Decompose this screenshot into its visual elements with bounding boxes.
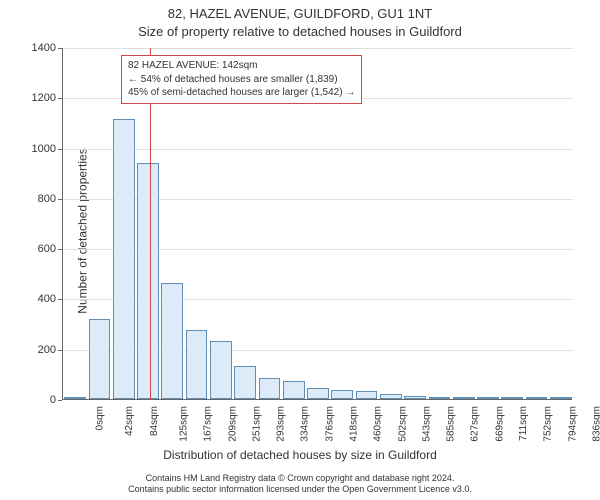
gridline	[63, 149, 573, 150]
ytick-mark	[58, 249, 62, 250]
x-axis-label: Distribution of detached houses by size …	[0, 448, 600, 462]
histogram-bar	[526, 397, 548, 399]
histogram-bar	[380, 394, 402, 399]
xtick-label: 794sqm	[567, 406, 578, 442]
xtick-label: 125sqm	[179, 406, 190, 442]
footnote-line: Contains public sector information licen…	[0, 484, 600, 496]
histogram-bar	[137, 163, 159, 399]
histogram-bar	[453, 397, 475, 399]
ytick-label: 1200	[16, 92, 56, 104]
histogram-bar	[429, 397, 451, 399]
ytick-mark	[58, 299, 62, 300]
xtick-label: 293sqm	[276, 406, 287, 442]
histogram-bar	[356, 391, 378, 399]
histogram-bar	[186, 330, 208, 399]
ytick-mark	[58, 98, 62, 99]
footnote: Contains HM Land Registry data © Crown c…	[0, 473, 600, 496]
ytick-mark	[58, 400, 62, 401]
xtick-label: 752sqm	[543, 406, 554, 442]
histogram-bar	[477, 397, 499, 399]
gridline	[63, 48, 573, 49]
histogram-bar	[113, 119, 135, 399]
ytick-mark	[58, 350, 62, 351]
xtick-label: 42sqm	[124, 406, 135, 436]
xtick-label: 460sqm	[373, 406, 384, 442]
plot-area: 82 HAZEL AVENUE: 142sqm ← 54% of detache…	[62, 48, 572, 400]
marker-annotation: 82 HAZEL AVENUE: 142sqm ← 54% of detache…	[121, 55, 362, 104]
xtick-label: 84sqm	[149, 406, 160, 436]
xtick-label: 0sqm	[95, 406, 106, 430]
histogram-bar	[210, 341, 232, 399]
annotation-line: ← 54% of detached houses are smaller (1,…	[128, 73, 355, 87]
annotation-line: 45% of semi-detached houses are larger (…	[128, 86, 355, 100]
xtick-label: 418sqm	[349, 406, 360, 442]
histogram-bar	[550, 397, 572, 399]
xtick-label: 251sqm	[251, 406, 262, 442]
ytick-mark	[58, 149, 62, 150]
xtick-label: 669sqm	[494, 406, 505, 442]
page-title: 82, HAZEL AVENUE, GUILDFORD, GU1 1NT	[0, 6, 600, 21]
histogram-bar	[64, 397, 86, 399]
histogram-bar	[89, 319, 111, 399]
ytick-label: 1000	[16, 143, 56, 155]
histogram-bar	[331, 390, 353, 399]
histogram-bar	[259, 378, 281, 399]
xtick-label: 502sqm	[397, 406, 408, 442]
histogram-bar	[501, 397, 523, 399]
histogram-bar	[283, 381, 305, 399]
xtick-label: 627sqm	[470, 406, 481, 442]
histogram-bar	[234, 366, 256, 399]
histogram-bar	[404, 396, 426, 399]
xtick-label: 836sqm	[591, 406, 600, 442]
xtick-label: 376sqm	[324, 406, 335, 442]
ytick-label: 800	[16, 193, 56, 205]
footnote-line: Contains HM Land Registry data © Crown c…	[0, 473, 600, 485]
ytick-mark	[58, 48, 62, 49]
ytick-label: 400	[16, 293, 56, 305]
histogram-bar	[161, 283, 183, 399]
ytick-mark	[58, 199, 62, 200]
ytick-label: 1400	[16, 42, 56, 54]
ytick-label: 200	[16, 344, 56, 356]
xtick-label: 209sqm	[227, 406, 238, 442]
ytick-label: 0	[16, 394, 56, 406]
page-subtitle: Size of property relative to detached ho…	[0, 24, 600, 39]
ytick-label: 600	[16, 243, 56, 255]
xtick-label: 543sqm	[421, 406, 432, 442]
annotation-line: 82 HAZEL AVENUE: 142sqm	[128, 59, 355, 73]
xtick-label: 334sqm	[300, 406, 311, 442]
xtick-label: 585sqm	[446, 406, 457, 442]
histogram-bar	[307, 388, 329, 399]
xtick-label: 711sqm	[518, 406, 529, 441]
xtick-label: 167sqm	[203, 406, 214, 442]
